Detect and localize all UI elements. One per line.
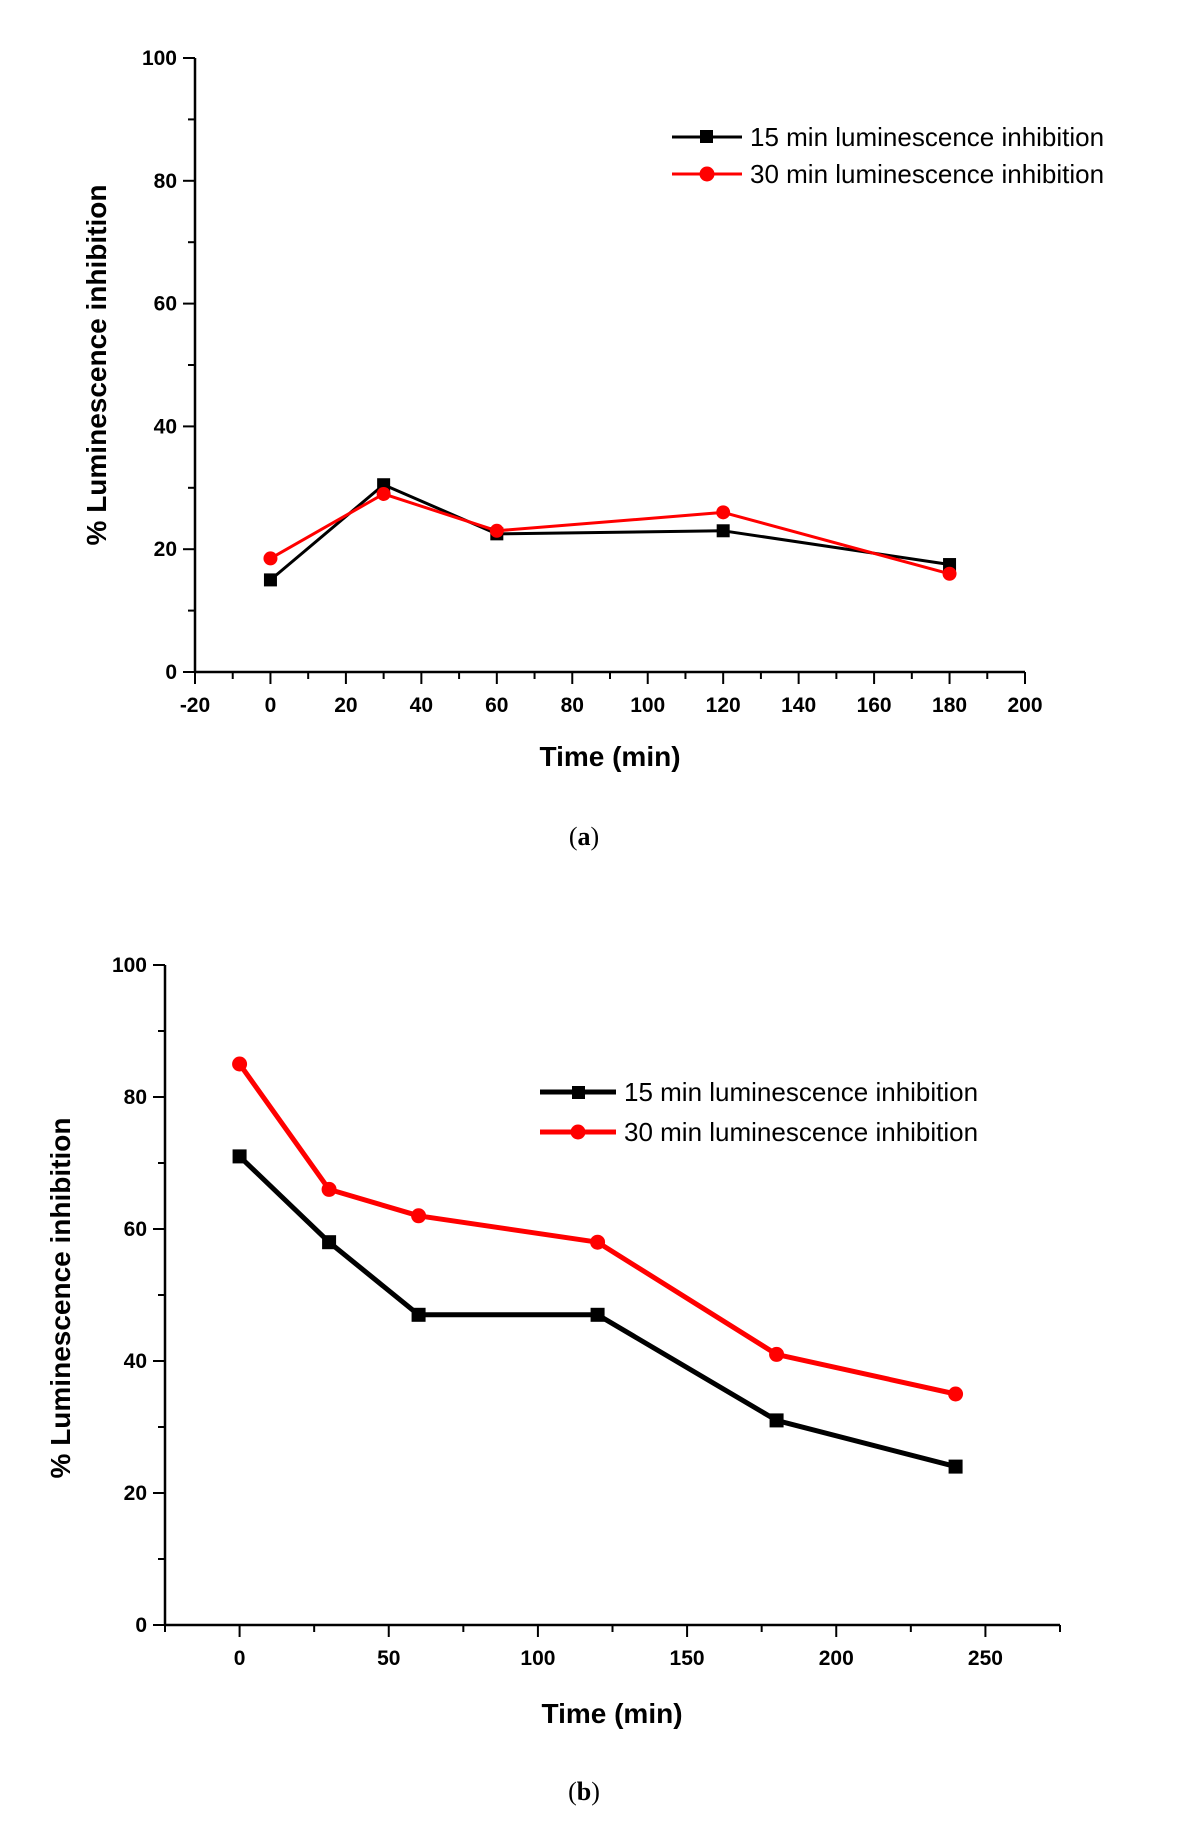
x-tick-label: 60 — [485, 694, 508, 717]
y-tick-label: 0 — [135, 1614, 147, 1637]
data-point-0 — [411, 1307, 426, 1322]
data-point-0 — [263, 573, 277, 587]
y-ticks: 0 20 40 60 80 100 — [112, 954, 165, 1637]
x-tick-label: 100 — [630, 694, 665, 717]
x-tick-label: 140 — [781, 694, 816, 717]
x-tick-label: 180 — [932, 694, 967, 717]
legend-marker-15min — [572, 1086, 585, 1099]
legend-label-15min: 15 min luminescence inhibition — [750, 122, 1104, 152]
x-tick-label: 20 — [334, 694, 357, 717]
legend-label-30min: 30 min luminescence inhibition — [624, 1117, 978, 1147]
data-point-1 — [263, 551, 278, 566]
y-tick-label: 0 — [165, 661, 177, 684]
x-tick-label: 50 — [377, 1647, 400, 1670]
data-point-1 — [590, 1234, 606, 1250]
y-ticks: 0 20 40 60 80 100 — [142, 47, 195, 684]
x-tick-label: -20 — [180, 694, 210, 717]
data-point-0 — [769, 1413, 784, 1428]
legend: 15 min luminescence inhibition 30 min lu… — [672, 122, 1104, 189]
y-tick-label: 80 — [124, 1086, 147, 1109]
x-tick-label: 150 — [670, 1647, 705, 1670]
series-lines — [237, 1062, 957, 1470]
data-point-1 — [716, 505, 731, 520]
data-point-0 — [232, 1149, 247, 1164]
x-axis-title: Time (min) — [541, 1698, 682, 1729]
y-tick-label: 20 — [154, 538, 177, 561]
y-tick-label: 80 — [154, 170, 177, 193]
y-axis-title: % Luminescence inhibition — [45, 1118, 76, 1479]
legend-item-15min: 15 min luminescence inhibition — [672, 122, 1104, 152]
x-axis-title: Time (min) — [539, 741, 680, 772]
series-markers — [232, 1056, 964, 1474]
x-tick-label: 80 — [561, 694, 584, 717]
x-tick-label: 0 — [265, 694, 277, 717]
x-tick-label: 100 — [520, 1647, 555, 1670]
x-tick-label: 160 — [857, 694, 892, 717]
x-tick-label: 250 — [968, 1647, 1003, 1670]
series-line-0 — [237, 1154, 957, 1470]
data-point-1 — [769, 1346, 785, 1362]
data-point-1 — [376, 486, 391, 501]
panel-caption-a: (a) — [569, 822, 599, 851]
x-ticks: 0 50 100 150 200 250 — [164, 1625, 1061, 1670]
series-markers — [263, 478, 957, 587]
data-point-1 — [948, 1386, 964, 1402]
series-line-1 — [237, 1062, 957, 1397]
data-point-0 — [322, 1235, 337, 1250]
data-point-1 — [489, 523, 504, 538]
legend-label-30min: 30 min luminescence inhibition — [750, 159, 1104, 189]
data-point-1 — [942, 566, 957, 581]
x-tick-label: 200 — [819, 1647, 854, 1670]
data-point-1 — [321, 1181, 337, 1197]
y-tick-label: 60 — [154, 293, 177, 316]
legend-marker-30min — [570, 1124, 586, 1140]
x-tick-label: 40 — [410, 694, 433, 717]
legend-item-30min: 30 min luminescence inhibition — [672, 159, 1104, 189]
legend: 15 min luminescence inhibition 30 min lu… — [540, 1077, 978, 1147]
legend-item-15min: 15 min luminescence inhibition — [540, 1077, 978, 1107]
y-tick-label: 60 — [124, 1218, 147, 1241]
y-tick-label: 100 — [142, 47, 177, 70]
legend-item-30min: 30 min luminescence inhibition — [540, 1117, 978, 1147]
data-point-0 — [948, 1459, 963, 1474]
panel-caption-b: (b) — [568, 1777, 600, 1806]
x-tick-label: 120 — [706, 694, 741, 717]
x-ticks: -20 0 20 40 60 80 100 120 140 160 180 200 — [180, 672, 1043, 717]
legend-marker-15min — [700, 130, 713, 143]
data-point-1 — [232, 1056, 248, 1072]
data-point-1 — [411, 1208, 427, 1224]
legend-marker-30min — [699, 166, 715, 182]
panel-caption-letter-b: b — [577, 1777, 591, 1806]
series-lines — [269, 483, 950, 582]
data-point-0 — [716, 524, 730, 538]
y-tick-label: 40 — [154, 415, 177, 438]
y-tick-label: 20 — [124, 1482, 147, 1505]
panel-caption-letter-a: a — [578, 822, 591, 851]
y-tick-label: 40 — [124, 1350, 147, 1373]
x-tick-label: 0 — [234, 1647, 246, 1670]
x-tick-label: 200 — [1007, 694, 1042, 717]
y-tick-label: 100 — [112, 954, 147, 977]
data-point-0 — [590, 1307, 605, 1322]
legend-label-15min: 15 min luminescence inhibition — [624, 1077, 978, 1107]
y-axis-title: % Luminescence inhibition — [81, 185, 112, 546]
